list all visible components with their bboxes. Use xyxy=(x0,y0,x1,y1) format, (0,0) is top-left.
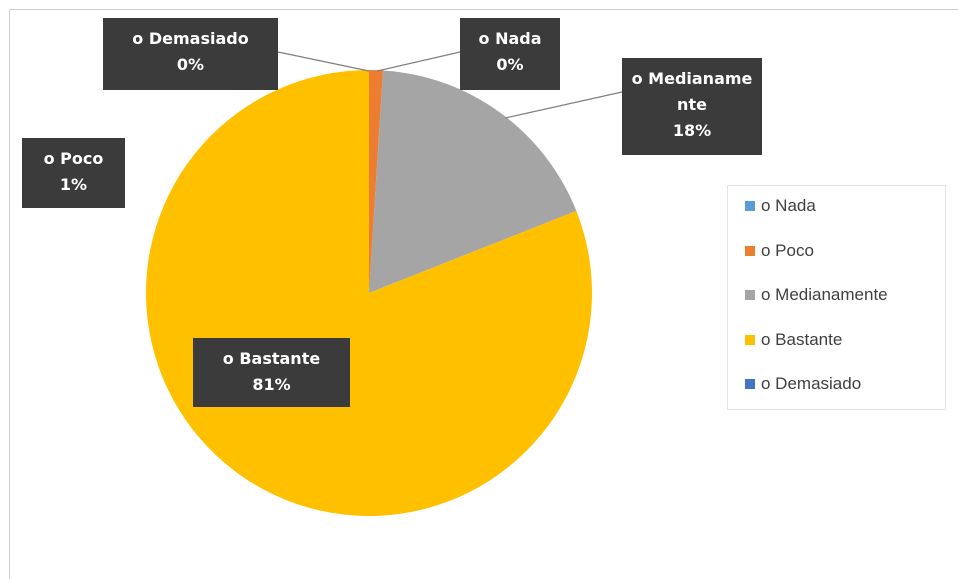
legend-label: o Nada xyxy=(761,196,816,215)
legend-item: o Bastante xyxy=(745,330,842,350)
data-label: o Medianamente 18% xyxy=(622,58,762,155)
data-label-category: o Poco xyxy=(43,149,104,168)
legend-swatch xyxy=(745,379,755,389)
data-label-category: o Demasiado xyxy=(132,29,249,48)
data-label: o Bastante 81% xyxy=(193,338,350,407)
legend-swatch xyxy=(745,334,755,345)
leader-line xyxy=(376,51,461,72)
chart-frame xyxy=(9,9,958,579)
legend-label: o Bastante xyxy=(761,329,843,349)
data-label: o Demasiado 0% xyxy=(103,18,278,90)
data-label: o Poco 1% xyxy=(22,138,125,208)
data-label-category: o Nada xyxy=(478,29,542,48)
leader-line xyxy=(504,91,623,119)
legend-swatch xyxy=(745,290,755,300)
data-label-category: o Bastante xyxy=(222,349,321,368)
leader-line xyxy=(277,51,370,72)
legend-item: o Poco xyxy=(745,241,814,261)
legend-label: o Medianamente xyxy=(761,285,888,304)
legend-swatch xyxy=(745,201,755,211)
legend-label: o Demasiado xyxy=(761,374,862,393)
legend-item: o Demasiado xyxy=(745,374,861,394)
data-label-value: 1% xyxy=(59,175,88,194)
data-label-value: 0% xyxy=(496,55,524,74)
legend-item: o Nada xyxy=(745,196,816,216)
data-label-value: 0% xyxy=(176,55,205,74)
data-label-value: 81% xyxy=(252,375,291,394)
legend-swatch xyxy=(745,245,755,256)
legend-item: o Medianamente xyxy=(745,285,888,305)
data-label: o Nada 0% xyxy=(460,18,560,90)
data-label-value: 18% xyxy=(672,121,712,140)
legend-label: o Poco xyxy=(761,240,814,260)
legend: o Nada o Poco o Medianamente o Bastante o De… xyxy=(727,185,946,410)
pie-slice xyxy=(369,70,577,294)
pie-slice xyxy=(369,70,384,293)
data-label-category: o Medianamente xyxy=(631,69,753,114)
